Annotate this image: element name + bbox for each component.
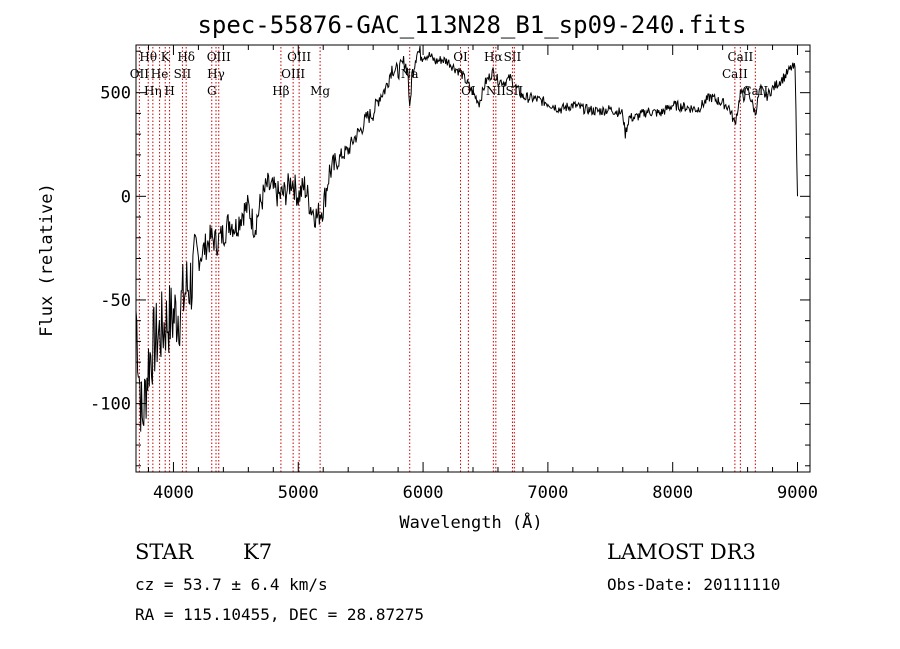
emission-line-label: SII bbox=[174, 67, 192, 81]
y-tick-label: 0 bbox=[121, 187, 131, 207]
object-subclass: K7 bbox=[243, 540, 273, 564]
x-tick-label: 6000 bbox=[403, 483, 444, 503]
emission-line-label: Hη bbox=[144, 84, 162, 98]
axis-ticks: 4000 5000 6000 7000 8000 9000 -100 -50 0 500 bbox=[90, 45, 818, 503]
emission-line-label: OIII bbox=[287, 50, 311, 64]
emission-line-label: G bbox=[207, 84, 217, 98]
spectrum-line bbox=[135, 45, 798, 432]
emission-line-label: OII bbox=[130, 67, 150, 81]
survey-name: LAMOST DR3 bbox=[607, 540, 756, 564]
x-tick-label: 9000 bbox=[777, 483, 818, 503]
emission-line-label: Na bbox=[401, 67, 419, 81]
emission-line-label: Hγ bbox=[207, 67, 225, 81]
x-tick-label: 7000 bbox=[527, 483, 568, 503]
y-tick-label: -50 bbox=[100, 291, 131, 311]
emission-line-label: Hδ bbox=[177, 50, 195, 64]
x-axis-label: Wavelength (Å) bbox=[399, 511, 542, 533]
emission-line-label: Hα bbox=[484, 50, 503, 64]
x-tick-label: 5000 bbox=[278, 483, 319, 503]
x-tick-label: 8000 bbox=[652, 483, 693, 503]
plot-frame bbox=[135, 44, 811, 473]
chart-title: spec-55876-GAC_113N28_B1_sp09-240.fits bbox=[197, 11, 746, 39]
emission-line-label: K bbox=[161, 50, 171, 64]
redshift-text: cz = 53.7 ± 6.4 km/s bbox=[135, 575, 328, 594]
x-tick-label: 4000 bbox=[153, 483, 194, 503]
y-tick-label: 500 bbox=[100, 84, 131, 104]
observation-date: Obs-Date: 20111110 bbox=[607, 575, 781, 594]
emission-line-label: He bbox=[151, 67, 169, 81]
emission-line-label: SII bbox=[504, 50, 522, 64]
emission-line-label: Hθ bbox=[139, 50, 157, 64]
object-class: STAR bbox=[135, 540, 194, 564]
emission-line-label: Hβ bbox=[272, 84, 289, 98]
emission-line-label: OIII bbox=[207, 50, 231, 64]
y-tick-label: -100 bbox=[90, 395, 131, 415]
emission-line-label: CaII bbox=[727, 50, 753, 64]
emission-line-label: Mg bbox=[310, 84, 330, 98]
y-axis-label: Flux (relative) bbox=[37, 183, 57, 337]
emission-line-label: CaII bbox=[722, 67, 748, 81]
emission-line-label: OI bbox=[453, 50, 468, 64]
emission-line-label: OIII bbox=[281, 67, 305, 81]
emission-line-label: H bbox=[164, 84, 174, 98]
emission-line-label: NII bbox=[486, 84, 506, 98]
coordinates-text: RA = 115.10455, DEC = 28.87275 bbox=[135, 605, 424, 624]
